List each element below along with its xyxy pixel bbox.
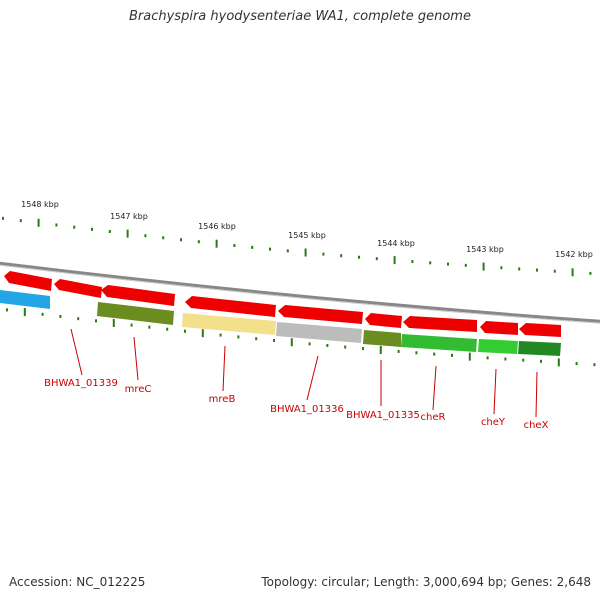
gene-block	[276, 322, 362, 343]
accession-text: Accession: NC_012225	[9, 575, 146, 589]
gene-block	[363, 330, 401, 347]
reverse-strand-genes	[0, 290, 561, 356]
forward-strand-genes	[4, 271, 561, 337]
gene-arrow	[365, 313, 402, 328]
scale-label: 1545 kbp	[288, 231, 326, 240]
gene-arrow	[403, 316, 477, 332]
gene-label: mreC	[125, 384, 152, 395]
scale-label: 1543 kbp	[466, 245, 504, 254]
gene-label: cheR	[421, 412, 446, 423]
gene-block	[97, 302, 174, 325]
gene-block	[518, 341, 561, 356]
gene-label: BHWA1_01336	[270, 404, 344, 415]
scale-label: 1546 kbp	[198, 222, 236, 231]
scale-label: 1542 kbp	[555, 250, 593, 259]
genome-summary-text: Topology: circular; Length: 3,000,694 bp…	[261, 575, 591, 589]
gene-label: BHWA1_01339	[44, 378, 118, 389]
gene-label: cheX	[524, 420, 549, 431]
gene-block	[182, 313, 276, 335]
gene-arrow	[101, 285, 175, 306]
scale-labels: 1548 kbp 1547 kbp 1546 kbp 1545 kbp 1544 kbp…	[21, 200, 593, 259]
gene-label: mreB	[209, 394, 236, 405]
gene-arrow	[278, 305, 363, 324]
gene-block	[401, 334, 477, 352]
gene-block	[0, 290, 50, 309]
gene-arrow	[4, 271, 52, 291]
scale-label: 1544 kbp	[377, 239, 415, 248]
scale-ticks	[2, 216, 596, 367]
gene-block	[478, 339, 518, 354]
gene-arrow	[480, 321, 518, 335]
genome-backbone	[0, 261, 600, 323]
genome-title: Brachyspira hyodysenteriae WA1, complete…	[129, 9, 471, 24]
gene-labels: BHWA1_01339 mreC mreB BHWA1_01336 BHWA1_…	[44, 378, 548, 431]
scale-label: 1548 kbp	[21, 200, 59, 209]
label-connectors	[70, 328, 538, 418]
gene-arrow	[54, 279, 102, 298]
gene-arrow	[519, 323, 561, 337]
gene-arrow	[185, 296, 276, 317]
scale-label: 1547 kbp	[110, 212, 148, 221]
gene-label: cheY	[481, 417, 506, 428]
gene-label: BHWA1_01335	[346, 410, 420, 421]
